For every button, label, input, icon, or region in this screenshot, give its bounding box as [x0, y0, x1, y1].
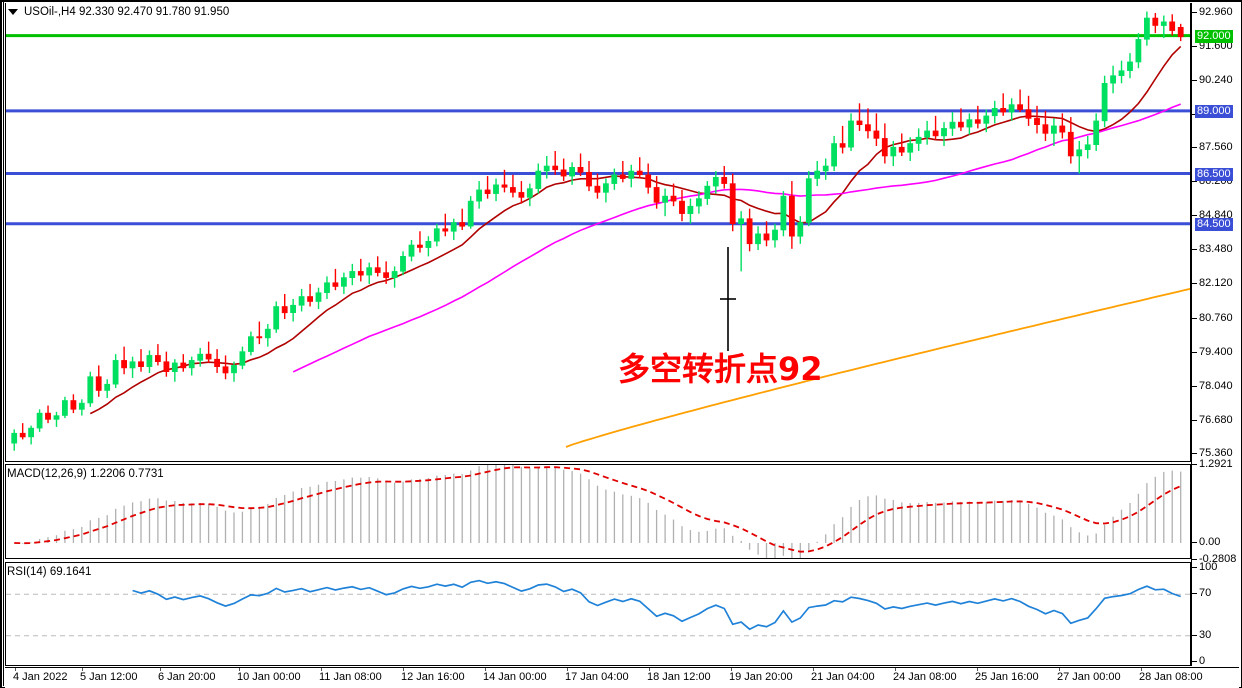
time-axis-tick — [813, 668, 814, 671]
price-tick-label: 82.120 — [1199, 277, 1233, 290]
price-tick-label: 79.400 — [1199, 345, 1233, 358]
time-axis-tick — [1059, 668, 1060, 671]
scale-tick — [1192, 146, 1197, 148]
time-axis-tick — [1141, 668, 1142, 671]
scale-tick — [1192, 11, 1197, 13]
macd-label: MACD(12,26,9) 1.2206 0.7731 — [7, 468, 164, 480]
time-axis-tick — [649, 668, 650, 671]
price-chart-canvas — [6, 11, 1190, 451]
macd-tick-label: 1.2921 — [1199, 458, 1233, 470]
rsi-tick-label: 0 — [1199, 655, 1206, 667]
time-axis-label: 19 Jan 20:00 — [729, 671, 793, 683]
scale-tick — [1192, 452, 1197, 454]
window-frame-inner — [3, 2, 1239, 686]
price-chart-panel[interactable] — [5, 3, 1191, 462]
price-tick-label: 76.680 — [1199, 413, 1233, 426]
rsi-tick-label: 30 — [1199, 628, 1212, 641]
triangle-down-icon[interactable] — [8, 9, 18, 15]
time-axis-label: 27 Jan 00:00 — [1057, 671, 1121, 683]
time-axis-label: 24 Jan 08:00 — [893, 671, 957, 683]
price-tick-label: 91.600 — [1199, 39, 1233, 52]
time-axis-label: 4 Jan 2022 — [13, 671, 68, 683]
scale-tick — [1192, 634, 1197, 636]
time-axis-label: 11 Jan 08:00 — [319, 671, 382, 683]
scale-tick — [1192, 419, 1197, 421]
scale-tick — [1192, 215, 1197, 217]
time-axis-tick — [321, 668, 322, 671]
time-axis-label: 21 Jan 04:00 — [811, 671, 875, 683]
time-axis-tick — [160, 668, 161, 671]
price-tick-label: 84.840 — [1199, 209, 1233, 222]
macd-panel[interactable] — [5, 464, 1191, 559]
time-axis-tick — [895, 668, 896, 671]
level-price-badge[interactable]: 84.500 — [1195, 217, 1233, 231]
price-tick-label: 92.960 — [1199, 5, 1233, 18]
scale-tick — [1192, 559, 1197, 560]
rsi-tick-label: 70 — [1199, 587, 1212, 600]
time-axis-label: 25 Jan 16:00 — [975, 671, 1039, 683]
level-price-badge[interactable]: 86.500 — [1195, 167, 1233, 181]
time-axis-tick — [731, 668, 732, 671]
scale-tick — [1192, 79, 1197, 81]
scale-tick — [1192, 351, 1197, 353]
price-tick-label: 86.200 — [1199, 175, 1233, 188]
time-axis-label: 10 Jan 00:00 — [237, 671, 301, 683]
time-axis-tick — [567, 668, 568, 671]
scale-tick — [1192, 317, 1197, 319]
macd-tick-label: 0.00 — [1199, 536, 1221, 549]
symbol-ohlc-label: USOil-,H4 92.330 92.470 91.780 91.950 — [24, 6, 230, 18]
time-axis-label: 28 Jan 08:00 — [1139, 671, 1203, 683]
time-axis-label: 12 Jan 16:00 — [401, 671, 465, 683]
scale-tick — [1192, 542, 1197, 544]
time-axis[interactable]: 4 Jan 2022 5 Jan 12:00 6 Jan 20:00 10 Jan 0… — [5, 667, 1239, 688]
price-tick-label: 80.760 — [1199, 311, 1233, 324]
time-axis-label: 6 Jan 20:00 — [158, 671, 216, 683]
time-axis-label: 17 Jan 04:00 — [565, 671, 629, 683]
macd-tick-label: -0.2808 — [1199, 553, 1237, 565]
time-axis-label: 18 Jan 12:00 — [647, 671, 711, 683]
level-price-badge[interactable]: 92.000 — [1195, 29, 1233, 43]
price-tick-label: 90.240 — [1199, 73, 1233, 86]
macd-canvas — [14, 465, 1182, 558]
price-scale[interactable]: 92.96091.60090.24088.88087.56086.20084.8… — [1191, 3, 1239, 667]
time-axis-tick — [977, 668, 978, 671]
price-tick-label: 83.480 — [1199, 243, 1233, 256]
time-axis-label: 14 Jan 00:00 — [483, 671, 547, 683]
chart-annotation-text: 多空转折点92 — [618, 350, 823, 388]
price-tick-label: 78.040 — [1199, 379, 1233, 392]
rsi-label: RSI(14) 69.1641 — [7, 566, 92, 578]
scale-tick — [1192, 464, 1197, 465]
scale-tick — [1192, 661, 1197, 662]
time-axis-tick — [15, 668, 16, 671]
time-axis-tick — [403, 668, 404, 671]
scale-tick — [1192, 249, 1197, 251]
scale-tick — [1192, 593, 1197, 595]
time-axis-tick — [485, 668, 486, 671]
time-axis-tick — [239, 668, 240, 671]
scale-tick — [1192, 385, 1197, 387]
scale-tick — [1192, 113, 1197, 115]
scale-tick — [1192, 181, 1197, 183]
rsi-tick-label: 100 — [1199, 561, 1218, 573]
symbol-header: USOil-,H4 92.330 92.470 91.780 91.950 — [8, 4, 229, 20]
time-axis-label: 5 Jan 12:00 — [80, 671, 138, 683]
price-tick-label: 87.560 — [1199, 140, 1233, 153]
scale-tick — [1192, 567, 1197, 568]
scale-tick — [1192, 283, 1197, 285]
price-tick-label: 75.360 — [1199, 446, 1233, 459]
level-price-badge[interactable]: 89.000 — [1195, 104, 1233, 118]
time-axis-tick — [82, 668, 83, 671]
scale-tick — [1192, 45, 1197, 47]
rsi-panel[interactable] — [5, 562, 1191, 666]
rsi-canvas — [6, 579, 1190, 637]
